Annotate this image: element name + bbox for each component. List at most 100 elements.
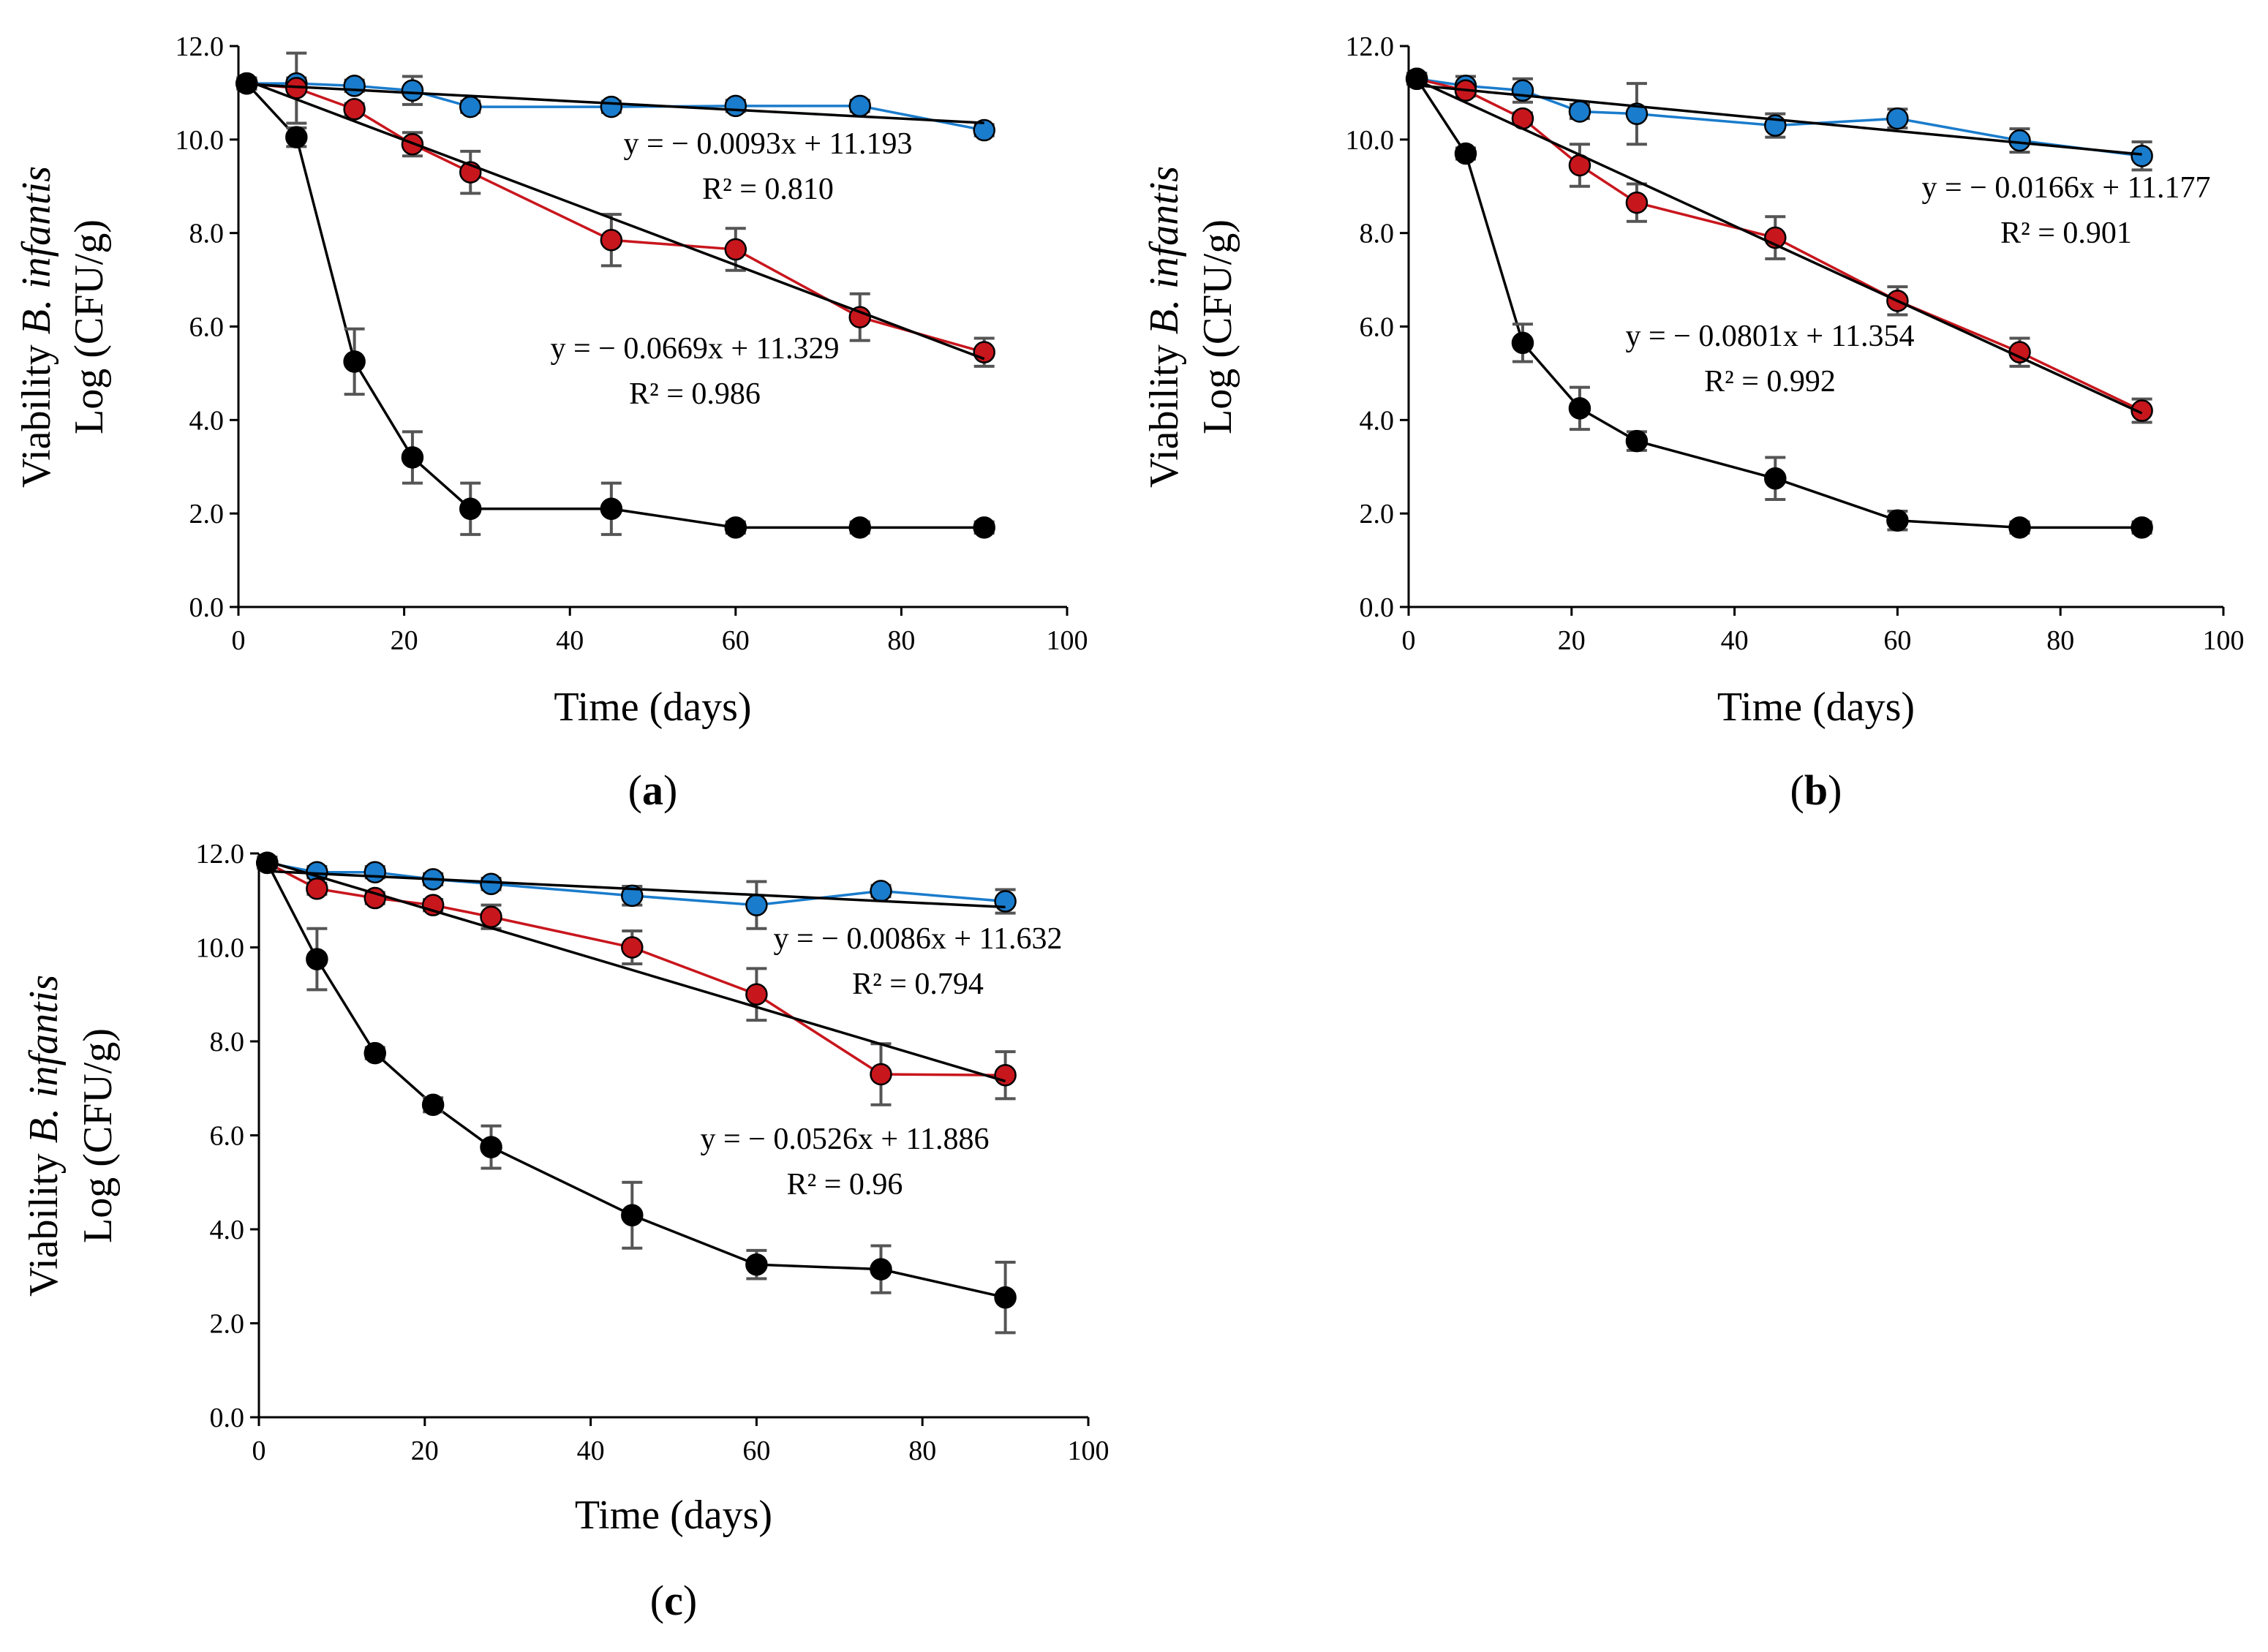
data-point-blue	[848, 94, 871, 118]
data-point-blue	[994, 890, 1017, 913]
x-tick-label: 80	[887, 625, 915, 656]
y-tick-label: 12.0	[1346, 31, 1395, 62]
data-point-blue	[724, 94, 747, 118]
chart-panel-b: 0.0 2.0 4.0 6.0 8.0 10.0 12.0 0 20 40 60 80 100 Time …	[1142, 31, 2245, 814]
data-point-red	[621, 936, 644, 959]
series-line-black	[1415, 78, 2142, 529]
y-tick-label: 10.0	[1346, 125, 1395, 156]
data-point-blue	[480, 872, 502, 896]
data-point-black	[401, 446, 424, 469]
data-point-red	[745, 983, 768, 1006]
panel-label: (a)	[628, 766, 678, 814]
y-tick-label: 10.0	[176, 125, 225, 156]
trend-line-2	[266, 860, 1006, 1083]
trend-line-1	[267, 870, 1006, 909]
data-point-black	[1568, 397, 1591, 420]
y-tick-label: 6.0	[1360, 312, 1395, 343]
y-axis-title-line2: Log (CFU/g)	[1195, 219, 1240, 434]
x-tick-label: 60	[1883, 625, 1911, 656]
y-tick-label: 8.0	[1360, 219, 1395, 249]
x-tick-label: 20	[1558, 625, 1586, 656]
data-point-red	[870, 1063, 892, 1086]
y-tick-label: 0.0	[189, 592, 225, 623]
data-point-black	[1405, 67, 1428, 90]
trend-line-1	[1416, 83, 2142, 156]
fit-r2-label: R² = 0.992	[1704, 365, 1836, 399]
y-tick-label: 2.0	[189, 499, 225, 529]
x-tick-label: 0	[252, 1436, 266, 1466]
data-point-red	[724, 238, 747, 261]
data-point-black	[1625, 429, 1649, 453]
data-point-blue	[2131, 144, 2153, 167]
data-point-black	[1764, 467, 1787, 490]
fit-equation-label: y = − 0.0526x + 11.886	[700, 1123, 989, 1156]
x-tick-label: 20	[391, 625, 418, 656]
y-tick-label: 0.0	[1360, 592, 1395, 623]
x-tick-label: 80	[2046, 625, 2074, 656]
fit-r2-label: R² = 0.986	[629, 377, 761, 411]
fit-r2-label: R² = 0.810	[702, 173, 834, 206]
y-tick-label: 4.0	[210, 1215, 245, 1245]
fit-equation-label: y = − 0.0801x + 11.354	[1625, 320, 1914, 353]
y-tick-label: 2.0	[210, 1309, 245, 1340]
y-axis-title-prefix: Viability	[21, 1143, 67, 1297]
y-tick-label: 12.0	[196, 839, 245, 870]
y-axis-title-line1: Viability B. infantis	[21, 975, 67, 1297]
data-point-red	[600, 229, 623, 252]
x-axis-title: Time (days)	[575, 1493, 772, 1538]
data-point-black	[343, 350, 366, 373]
panel-label: (b)	[1790, 766, 1842, 814]
data-point-black	[973, 516, 995, 539]
y-axis-title-species: B. infantis	[14, 166, 59, 334]
y-tick-label: 6.0	[189, 312, 225, 343]
x-tick-label: 80	[908, 1436, 936, 1466]
data-point-black	[745, 1253, 768, 1276]
data-point-red	[2131, 399, 2153, 422]
x-tick-label: 40	[1721, 625, 1749, 656]
data-point-red	[306, 877, 328, 900]
data-point-black	[870, 1258, 892, 1281]
data-point-blue	[459, 95, 482, 118]
data-point-blue	[363, 861, 387, 883]
y-axis-title-prefix: Viability	[14, 334, 59, 488]
data-point-blue	[1568, 100, 1591, 123]
data-point-blue	[1886, 107, 1909, 130]
y-axis-title-prefix: Viability	[1142, 334, 1187, 488]
data-point-blue	[745, 894, 768, 916]
data-point-black	[724, 516, 747, 539]
fit-r2-label: R² = 0.901	[2000, 216, 2132, 250]
data-point-black	[1886, 509, 1909, 532]
data-point-black	[600, 497, 623, 521]
series-line-red	[246, 82, 985, 354]
trend-line-2	[246, 79, 985, 361]
fit-equation-label: y = − 0.0093x + 11.193	[623, 127, 912, 161]
x-tick-label: 60	[722, 625, 750, 656]
data-point-blue	[1511, 79, 1534, 102]
x-axis-title: Time (days)	[1717, 684, 1915, 730]
data-point-blue	[870, 880, 892, 902]
data-point-black	[480, 1136, 502, 1158]
y-axis-title-line1: Viability B. infantis	[1142, 166, 1187, 488]
data-point-black	[2131, 516, 2153, 539]
trend-line-1	[246, 83, 984, 124]
trend-line-2	[1416, 78, 2143, 415]
fit-r2-label: R² = 0.794	[852, 968, 984, 1001]
data-point-blue	[401, 79, 424, 102]
data-point-black	[285, 126, 308, 148]
data-point-black	[994, 1286, 1017, 1309]
panel-label: (c)	[650, 1577, 697, 1624]
data-point-blue	[600, 95, 623, 118]
x-tick-label: 100	[1047, 625, 1088, 656]
fit-equation-label: y = − 0.0669x + 11.329	[550, 332, 839, 366]
data-point-black	[306, 948, 328, 970]
fit-equation-label: y = − 0.0086x + 11.632	[773, 922, 1062, 956]
x-axis-title: Time (days)	[554, 684, 751, 730]
x-tick-label: 40	[577, 1436, 605, 1466]
y-tick-label: 8.0	[189, 219, 225, 249]
y-axis-title-line1: Viability B. infantis	[14, 166, 59, 488]
x-tick-label: 60	[742, 1436, 770, 1466]
data-point-black	[1511, 331, 1534, 355]
data-point-red	[343, 98, 366, 121]
x-tick-label: 100	[1068, 1436, 1109, 1466]
fit-equation-label: y = − 0.0166x + 11.177	[1921, 171, 2210, 205]
